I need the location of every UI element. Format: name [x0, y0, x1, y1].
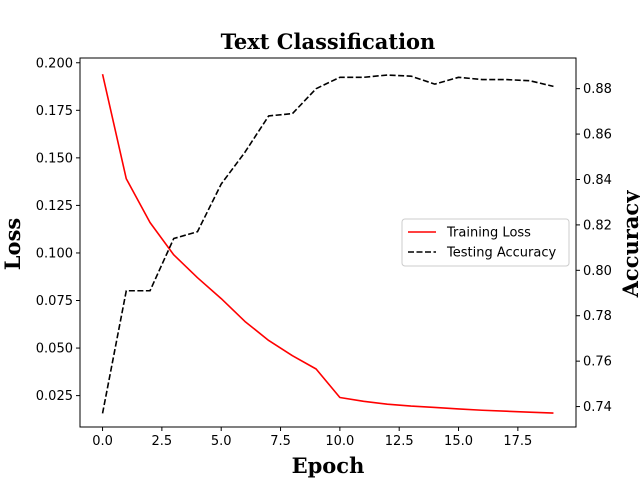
legend-entry-1: Training Loss — [446, 226, 531, 241]
y-right-tick-label: 0.84 — [583, 173, 612, 188]
x-axis-label: Epoch — [292, 453, 365, 478]
y-left-tick-label: 0.025 — [36, 389, 73, 404]
y-left-tick-label: 0.200 — [36, 56, 73, 71]
plot-area — [101, 73, 554, 414]
y-right-tick-label: 0.88 — [583, 82, 612, 97]
x-tick-label: 5.0 — [211, 434, 232, 449]
y-right-tick-label: 0.76 — [583, 355, 612, 370]
chart-title: Text Classification — [221, 29, 436, 54]
y-right-tick-label: 0.74 — [583, 400, 612, 415]
legend-box — [401, 218, 570, 267]
y-right-tick-label: 0.78 — [583, 309, 612, 324]
x-tick-label: 17.5 — [503, 434, 532, 449]
x-tick-label: 15.0 — [444, 434, 473, 449]
y-left-tick-label: 0.125 — [36, 199, 73, 214]
y-axis-left-label: Loss — [0, 218, 25, 270]
y-left-tick-label: 0.175 — [36, 104, 73, 119]
y-right-tick-label: 0.86 — [583, 128, 612, 143]
series-line-1 — [101, 73, 554, 414]
legend-entry-2: Testing Accuracy — [446, 246, 556, 261]
y-right-tick-label: 0.80 — [583, 264, 612, 279]
y-left-tick-label: 0.100 — [36, 246, 73, 261]
y-left-tick-label: 0.075 — [36, 294, 73, 309]
x-tick-label: 0.0 — [92, 434, 113, 449]
x-tick-label: 2.5 — [152, 434, 173, 449]
y-left-tick-label: 0.050 — [36, 342, 73, 357]
axes: 0.0 2.5 5.0 7.5 10.0 12.5 15.0 17.5 0.025 0.050 0.… — [36, 56, 612, 449]
legend: Training Loss Testing Accuracy — [401, 218, 570, 267]
x-tick-label: 12.5 — [385, 434, 414, 449]
y-right-tick-label: 0.82 — [583, 218, 612, 233]
series-line-2 — [101, 74, 554, 414]
x-tick-label: 10.0 — [325, 434, 354, 449]
y-axis-right-label: Accuracy — [618, 190, 640, 299]
x-tick-label: 7.5 — [270, 434, 291, 449]
y-left-tick-label: 0.150 — [36, 151, 73, 166]
plot-frame — [79, 57, 577, 428]
